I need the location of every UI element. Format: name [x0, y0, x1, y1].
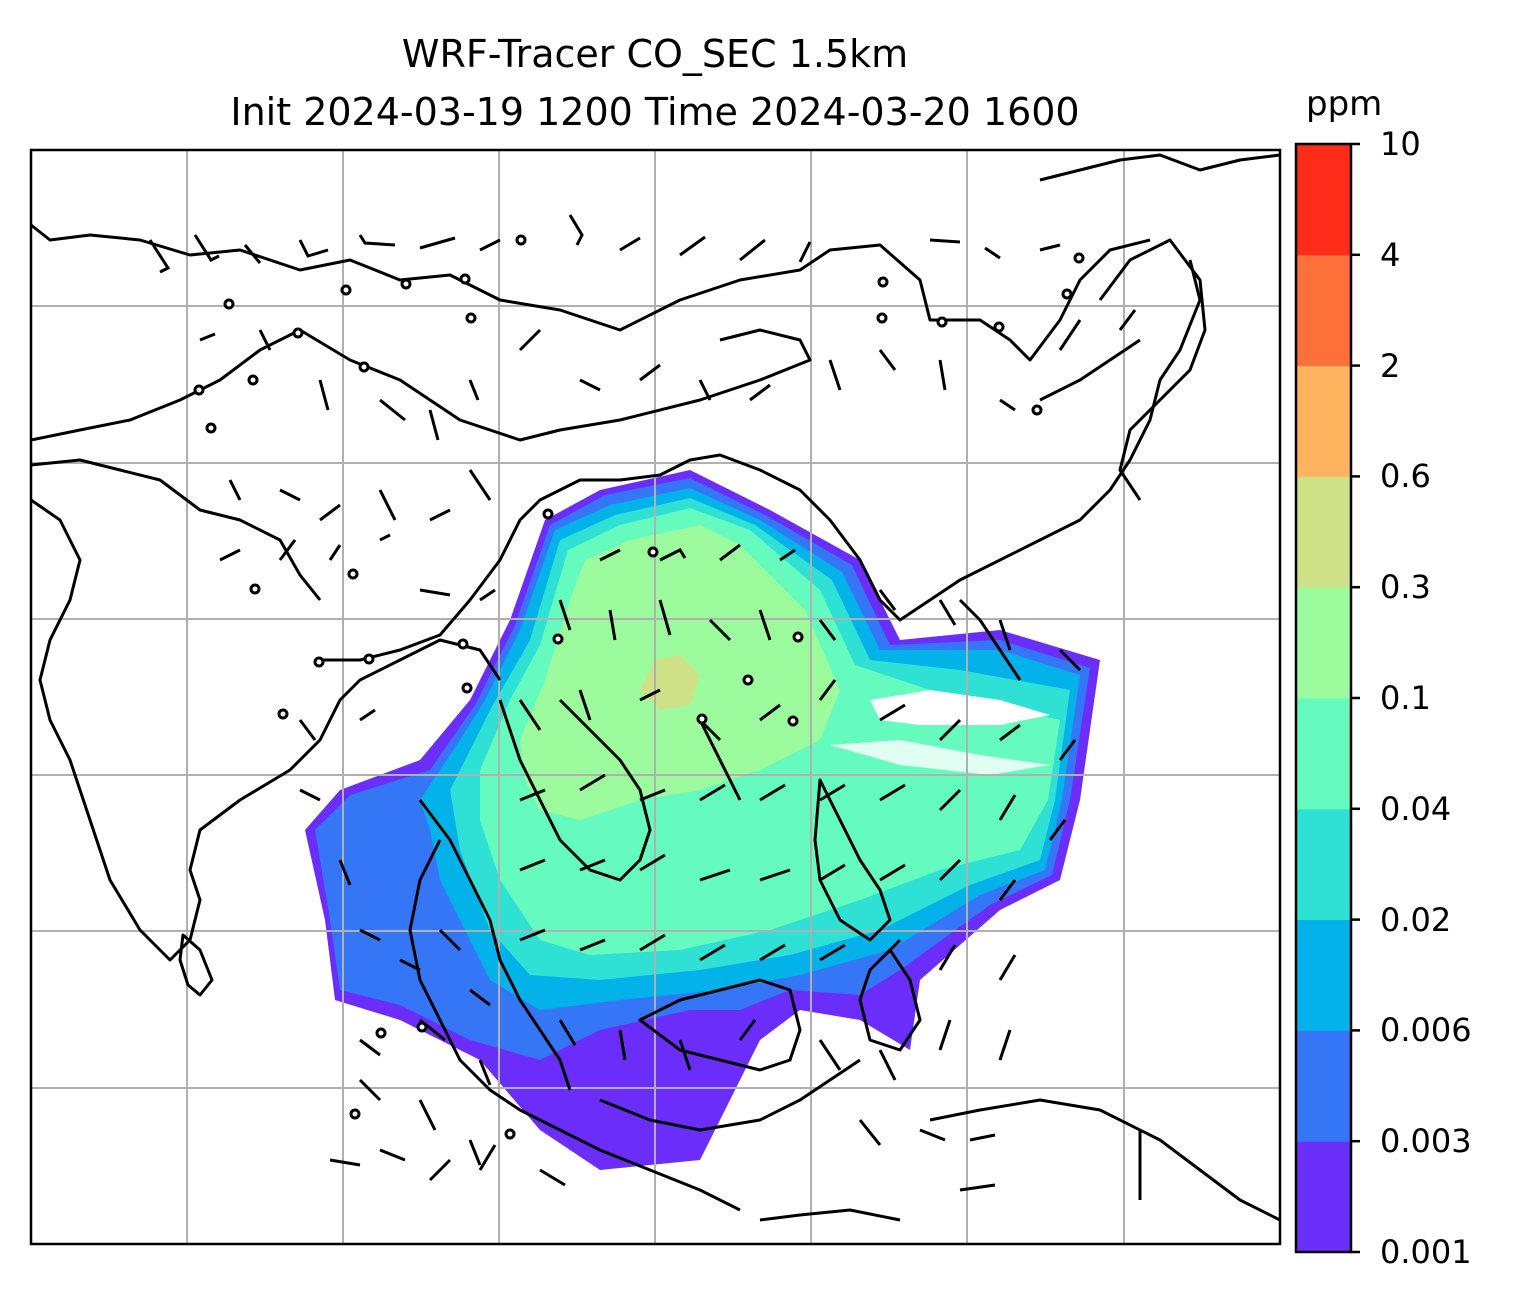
chart-title: WRF-Tracer CO_SEC 1.5km — [401, 32, 909, 76]
chart-subtitle: Init 2024-03-19 1200 Time 2024-03-20 160… — [230, 90, 1080, 134]
colorbar-tick-label: 0.001 — [1380, 1233, 1472, 1271]
colorbar-tick-label: 2 — [1380, 346, 1401, 385]
colorbar-tick-label: 0.02 — [1380, 900, 1452, 939]
concentration-fill — [305, 470, 1100, 1170]
colorbar-band-5 — [1296, 587, 1351, 699]
colorbar-band-8 — [1296, 254, 1351, 367]
colorbar-band-9 — [1296, 144, 1351, 256]
colorbar-band-0 — [1296, 1141, 1351, 1253]
colorbar-tick-label: 0.3 — [1380, 568, 1431, 607]
colorbar-band-1 — [1296, 1030, 1351, 1142]
colorbar-tick-label: 4 — [1380, 235, 1401, 274]
map-frame — [29, 148, 1282, 1246]
colorbar-tick-label: 0.003 — [1380, 1122, 1472, 1161]
colorbar-unit-label: ppm — [1306, 84, 1383, 124]
colorbar-tick-label: 0.6 — [1380, 457, 1431, 496]
map-area — [31, 150, 1280, 1244]
colorbar-band-7 — [1296, 365, 1351, 477]
colorbar-band-2 — [1296, 919, 1351, 1031]
colorbar-tick-label: 0.04 — [1380, 789, 1452, 828]
colorbar — [1296, 144, 1351, 1253]
colorbar-tick-label: 0.006 — [1380, 1011, 1472, 1050]
colorbar-band-4 — [1296, 698, 1351, 810]
colorbar-tick-label: 0.1 — [1380, 679, 1431, 717]
colorbar-band-3 — [1296, 808, 1351, 921]
coastlines — [31, 153, 1280, 1222]
colorbar-ticks — [1351, 142, 1360, 1254]
calm-wind-markers — [193, 234, 1085, 1140]
colorbar-tick-label: 10 — [1380, 125, 1421, 163]
colorbar-band-6 — [1296, 476, 1351, 588]
